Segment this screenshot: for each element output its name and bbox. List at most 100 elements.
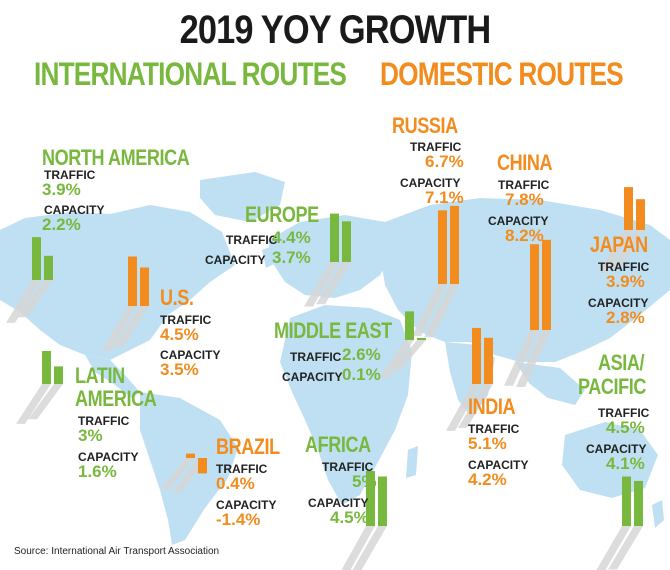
capacity-label-japan: CAPACITY — [588, 296, 649, 310]
bar-shadow-north_america-traffic — [6, 280, 41, 323]
bar-shadow-latin_america-traffic — [16, 384, 51, 424]
traffic-label-us: TRAFFIC — [160, 313, 212, 327]
bar-shadow-asia_pacific-traffic — [596, 526, 631, 570]
bar-brazil-capacity — [198, 458, 207, 474]
traffic-value-middle-east: 2.6% — [342, 345, 381, 364]
bar-shadow-us-capacity — [114, 306, 149, 348]
bar-middle_east-capacity — [417, 338, 426, 340]
bar-shadow-japan-capacity — [610, 230, 645, 270]
bar-russia-capacity — [450, 205, 459, 284]
capacity-label-china: CAPACITY — [488, 214, 549, 228]
chart-title: 2019 YOY GROWTH — [179, 8, 492, 52]
capacity-value-japan: 2.8% — [606, 308, 645, 327]
region-name-us: U.S. — [160, 285, 194, 310]
traffic-label-russia: TRAFFIC — [410, 140, 462, 154]
bar-shadow-middle_east-traffic — [379, 340, 414, 379]
capacity-label-brazil: CAPACITY — [216, 498, 277, 512]
bar-shadow-russia-capacity — [424, 284, 459, 338]
bar-shadow-japan-traffic — [598, 230, 633, 273]
bar-europe-capacity — [342, 221, 351, 262]
bar-shadow-europe-traffic — [304, 262, 339, 307]
traffic-label-china: TRAFFIC — [498, 178, 550, 192]
capacity-value-india: 4.2% — [468, 470, 507, 489]
capacity-value-middle-east: 0.1% — [342, 365, 381, 384]
bar-shadow-russia-traffic — [412, 284, 447, 337]
traffic-label-africa: TRAFFIC — [322, 460, 374, 474]
bar-shadow-asia_pacific-capacity — [608, 526, 643, 570]
traffic-value-europe: 4.4% — [272, 228, 311, 247]
capacity-value-latin-america: 1.6% — [78, 462, 117, 481]
traffic-value-india: 5.1% — [468, 434, 507, 453]
capacity-label-europe: CAPACITY — [205, 253, 266, 267]
bar-asia_pacific-capacity — [634, 480, 643, 526]
capacity-label-latin-america: CAPACITY — [78, 450, 139, 464]
traffic-label-asia-pacific: TRAFFIC — [598, 406, 650, 420]
region-name-latin-america-line2: AMERICA — [75, 386, 157, 411]
capacity-label-north-america: CAPACITY — [44, 203, 105, 217]
traffic-value-russia: 6.7% — [425, 152, 464, 171]
traffic-label-latin-america: TRAFFIC — [78, 414, 130, 428]
traffic-label-middle-east: TRAFFIC — [290, 350, 342, 364]
bar-shadow-europe-capacity — [316, 262, 351, 305]
capacity-label-africa: CAPACITY — [308, 496, 369, 510]
region-name-asia-pacific-line2: PACIFIC — [578, 374, 646, 399]
bar-africa-traffic — [366, 471, 375, 526]
traffic-label-brazil: TRAFFIC — [216, 462, 268, 476]
capacity-value-asia-pacific: 4.1% — [606, 454, 645, 473]
capacity-value-brazil: -1.4% — [216, 510, 261, 529]
traffic-value-japan: 3.9% — [606, 272, 645, 291]
bar-us-traffic — [128, 256, 137, 306]
bar-shadow-latin_america-capacity — [28, 384, 63, 420]
bar-shadow-middle_east-capacity — [391, 340, 426, 371]
capacity-label-india: CAPACITY — [468, 458, 529, 472]
bar-japan-capacity — [636, 199, 645, 230]
region-name-russia: RUSSIA — [392, 113, 458, 138]
bar-shadow-africa-capacity — [352, 526, 387, 570]
bar-shadow-china-traffic — [504, 330, 539, 386]
traffic-value-asia-pacific: 4.5% — [606, 418, 645, 437]
bar-latin_america-traffic — [42, 351, 51, 384]
bar-shadow-china-capacity — [516, 330, 551, 388]
bar-china-traffic — [530, 244, 539, 330]
traffic-label-north-america: TRAFFIC — [44, 168, 96, 182]
capacity-value-china: 8.2% — [505, 226, 544, 245]
bar-middle_east-traffic — [405, 311, 414, 340]
capacity-value-north-america: 2.2% — [42, 215, 81, 234]
region-name-japan: JAPAN — [590, 232, 648, 257]
capacity-value-africa: 4.5% — [330, 508, 369, 527]
traffic-value-latin-america: 3% — [78, 426, 103, 445]
traffic-value-africa: 5% — [352, 472, 377, 491]
bar-china-capacity — [542, 239, 551, 330]
region-name-india: INDIA — [468, 394, 516, 419]
legend-domestic: DOMESTIC ROUTES — [380, 56, 624, 92]
bar-india-capacity — [484, 337, 493, 384]
bar-shadow-africa-traffic — [341, 526, 375, 570]
capacity-value-russia: 7.1% — [425, 188, 464, 207]
region-name-asia-pacific-line1: ASIA/ — [598, 350, 645, 375]
bar-japan-traffic — [624, 187, 633, 230]
bar-shadow-north_america-capacity — [18, 280, 53, 318]
traffic-label-japan: TRAFFIC — [598, 260, 650, 274]
traffic-value-north-america: 3.9% — [42, 180, 81, 199]
bar-shadow-brazil-traffic — [160, 458, 195, 490]
bar-africa-capacity — [378, 476, 387, 526]
bar-north_america-traffic — [32, 237, 41, 280]
traffic-value-brazil: 0.4% — [216, 474, 255, 493]
capacity-label-asia-pacific: CAPACITY — [586, 442, 647, 456]
traffic-value-china: 7.8% — [505, 190, 544, 209]
capacity-label-us: CAPACITY — [160, 348, 221, 362]
legend-international: INTERNATIONAL ROUTES — [34, 56, 347, 92]
traffic-label-india: TRAFFIC — [468, 422, 520, 436]
bar-asia_pacific-traffic — [622, 476, 631, 526]
region-name-latin-america-line1: LATIN — [75, 363, 125, 388]
capacity-value-europe: 3.7% — [272, 248, 311, 267]
traffic-label-europe: TRAFFIC — [226, 233, 278, 247]
region-name-north-america: NORTH AMERICA — [42, 145, 190, 170]
bar-us-capacity — [140, 267, 149, 306]
bar-india-traffic — [472, 327, 481, 384]
capacity-label-russia: CAPACITY — [400, 176, 461, 190]
bar-europe-traffic — [330, 213, 339, 262]
bar-shadow-us-traffic — [102, 306, 137, 351]
capacity-value-us: 3.5% — [160, 360, 199, 379]
